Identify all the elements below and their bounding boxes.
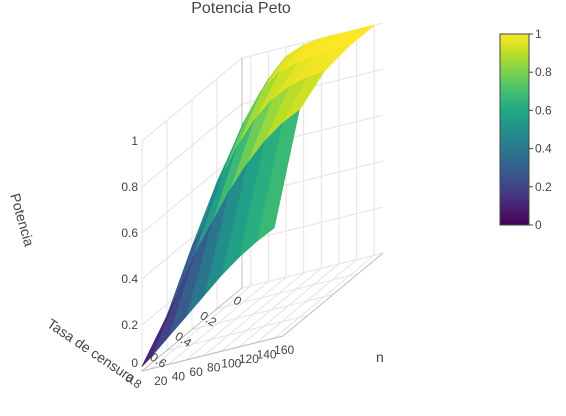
scene-gridlines [141, 22, 384, 372]
colorbar-gradient [499, 33, 530, 226]
colorbar: 0 0.2 0.4 0.6 0.8 1 [499, 27, 552, 232]
x-axis-title: n [376, 349, 384, 365]
scene-edge [141, 335, 284, 372]
z-tick-label: 0.2 [121, 318, 138, 332]
x-tick-label: 40 [172, 369, 186, 383]
z-tick-label: 1 [131, 134, 138, 148]
colorbar-tick-label: 0.6 [535, 103, 552, 117]
z-axis-title: Potencia [7, 191, 37, 248]
y-tick-label: 0.4 [172, 329, 194, 350]
surface-patch [141, 297, 177, 367]
z-tick-label: 0 [131, 356, 138, 370]
surface [141, 24, 375, 367]
scene-edge [141, 287, 243, 372]
x-tick-label: 60 [189, 365, 203, 379]
scene-edge [282, 252, 384, 337]
z-tick-label: 0.8 [121, 180, 138, 194]
x-tick-label: 140 [257, 348, 277, 362]
x-tick-label: 120 [239, 352, 259, 366]
y-tick-label: 0.2 [197, 308, 219, 329]
colorbar-tick-label: 1 [535, 27, 542, 41]
x-tick-label: 20 [154, 374, 168, 388]
x-tick-label: 100 [221, 356, 241, 370]
x-tick-label: 80 [207, 361, 221, 375]
colorbar-tick-label: 0.2 [535, 180, 552, 194]
chart-title: Potencia Peto [191, 0, 291, 17]
colorbar-tick-label: 0 [535, 218, 542, 232]
z-tick-label: 0.4 [121, 272, 138, 286]
x-tick-label: 160 [274, 343, 294, 357]
colorbar-tick-label: 0.8 [535, 65, 552, 79]
z-tick-label: 0.6 [121, 226, 138, 240]
colorbar-tick-label: 0.4 [535, 142, 552, 156]
